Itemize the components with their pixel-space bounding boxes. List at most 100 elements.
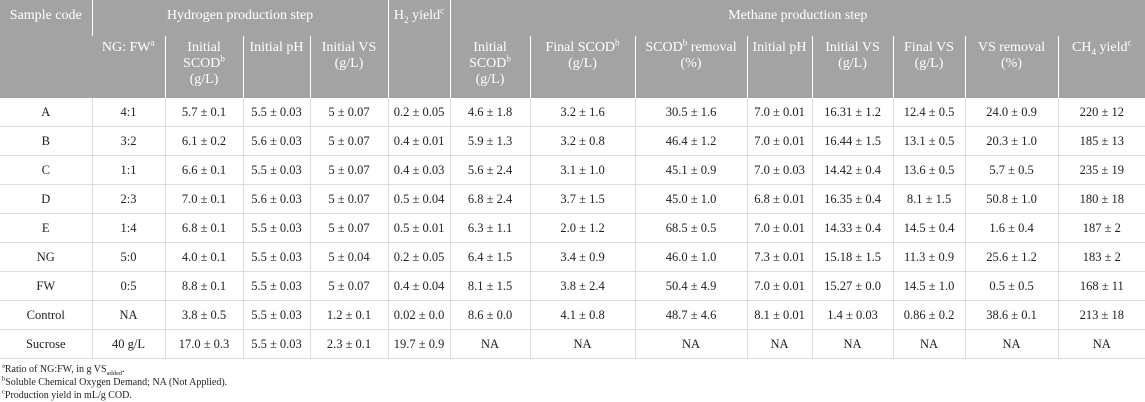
table-cell: 16.44 ± 1.5 [811, 126, 894, 156]
table-cell: 185 ± 13 [1057, 126, 1145, 156]
table-cell: B [0, 126, 92, 156]
text: b [615, 37, 620, 48]
footnotes: aRatio of NG:FW, in g VSadded. bSoluble C… [0, 359, 1145, 402]
text: Sample code [9, 8, 82, 23]
table-cell: 183 ± 2 [1057, 242, 1145, 272]
table-cell: E [0, 213, 92, 243]
table-cell: 0.5 ± 0.5 [964, 271, 1059, 301]
table-cell: 5 ± 0.07 [309, 271, 389, 301]
table-cell: 2.0 ± 1.2 [529, 213, 636, 243]
table-cell: 5 ± 0.07 [309, 98, 389, 127]
table-cell: NG [0, 242, 92, 272]
text: H [393, 8, 405, 23]
text: b [506, 53, 511, 64]
table-row: NG 5:0 4.0 ± 0.1 5.5 ± 0.03 5 ± 0.04 0.2 ± 0.… [0, 242, 1145, 272]
table-cell: 1.6 ± 0.4 [964, 213, 1059, 243]
table-cell: 8.8 ± 0.1 [164, 271, 243, 301]
table-cell: 0.4 ± 0.04 [387, 271, 451, 301]
text: Initial pH [249, 40, 304, 55]
table-cell: 7.0 ± 0.01 [746, 271, 813, 301]
table-cell: 6.6 ± 0.1 [164, 155, 243, 185]
table-cell: 7.0 ± 0.03 [746, 155, 813, 185]
table-cell: Control [0, 300, 92, 330]
table-cell: 3.4 ± 0.9 [529, 242, 636, 272]
text: Initial SCOD [183, 40, 221, 71]
table-cell: 3:2 [91, 126, 165, 156]
table-cell: 16.31 ± 1.2 [811, 98, 894, 127]
header-cell: Initial SCODb (g/L) [449, 36, 531, 98]
table-row: FW 0:5 8.8 ± 0.1 5.5 ± 0.03 5 ± 0.07 0.4 ± 0.… [0, 271, 1145, 301]
text: Initial SCOD [469, 40, 507, 71]
header-cell: Final SCODb (g/L) [529, 36, 636, 98]
table-cell: 15.18 ± 1.5 [811, 242, 894, 272]
table-cell: 2:3 [91, 184, 165, 214]
table-cell: 213 ± 18 [1057, 300, 1145, 330]
table-cell: NA [746, 329, 813, 359]
text: Initial VS (g/L) [825, 40, 880, 71]
table-cell: 235 ± 19 [1057, 155, 1145, 185]
footnote: aRatio of NG:FW, in g VSadded. [2, 362, 1145, 377]
table-cell: 5.5 ± 0.03 [242, 271, 310, 301]
text: removal (%) [680, 40, 737, 71]
table-row: E 1:4 6.8 ± 0.1 5.5 ± 0.03 5 ± 0.07 0.5 ± 0.0… [0, 213, 1145, 243]
table-cell: Sucrose [0, 329, 92, 359]
table-cell: 8.1 ± 1.5 [892, 184, 966, 214]
table-cell: 48.7 ± 4.6 [634, 300, 748, 330]
table-cell: 7.0 ± 0.01 [746, 98, 813, 127]
table-cell: 7.0 ± 0.01 [746, 126, 813, 156]
footnote: bSoluble Chemical Oxygen Demand; NA (Not… [2, 376, 1145, 389]
table-cell: 17.0 ± 0.3 [164, 329, 243, 359]
table-cell: 4:1 [91, 98, 165, 127]
text: (g/L) [189, 72, 219, 87]
table-cell: 14.5 ± 0.4 [892, 213, 966, 243]
text: a [2, 362, 5, 370]
table-cell: 7.3 ± 0.01 [746, 242, 813, 272]
table-cell: 40 g/L [91, 329, 165, 359]
table-cell: 5.5 ± 0.03 [242, 98, 310, 127]
text: b [682, 37, 688, 48]
header-cell: VS removal (%) [964, 36, 1059, 98]
table-row: B 3:2 6.1 ± 0.2 5.6 ± 0.03 5 ± 0.07 0.4 ± 0.0… [0, 126, 1145, 156]
table-cell: NA [634, 329, 748, 359]
table-cell: 6.8 ± 0.1 [164, 213, 243, 243]
text: Production yield in mL/g COD. [4, 390, 132, 401]
table-cell: 5.6 ± 2.4 [449, 155, 531, 185]
table-cell: 2.3 ± 0.1 [309, 329, 389, 359]
header-row: NG: FWa Initial SCODb (g/L) Initial pH Init… [0, 36, 1145, 98]
table-cell: 7.0 ± 0.1 [164, 184, 243, 214]
data-table: Sample code Hydrogen production step H2 yi… [0, 0, 1145, 359]
table-cell: 3.7 ± 1.5 [529, 184, 636, 214]
table-cell: 30.5 ± 1.6 [634, 98, 748, 127]
table-cell: 46.0 ± 1.0 [634, 242, 748, 272]
table-cell: 3.2 ± 1.6 [529, 98, 636, 127]
header-cell: Initial pH [242, 36, 310, 98]
table-cell: 45.0 ± 1.0 [634, 184, 748, 214]
table-cell: 14.5 ± 1.0 [892, 271, 966, 301]
text: SCOD [645, 40, 683, 55]
table-cell: 1:1 [91, 155, 165, 185]
text: Final VS (g/L) [904, 40, 954, 71]
text: c [1127, 37, 1132, 48]
text: . [122, 364, 125, 375]
table-cell: NA [1057, 329, 1145, 359]
text: CH [1072, 40, 1092, 55]
table-cell: 46.4 ± 1.2 [634, 126, 748, 156]
table-cell: 5.6 ± 0.03 [242, 184, 310, 214]
header-row: Sample code Hydrogen production step H2 yi… [0, 0, 1145, 98]
header-cell: Initial VS (g/L) [811, 36, 894, 98]
table-cell: 6.3 ± 1.1 [449, 213, 531, 243]
table-cell: 24.0 ± 0.9 [964, 98, 1059, 127]
table-cell: 5.9 ± 1.3 [449, 126, 531, 156]
table-row: A 4:1 5.7 ± 0.1 5.5 ± 0.03 5 ± 0.07 0.2 ± 0.0… [0, 98, 1145, 127]
table-cell: 0.86 ± 0.2 [892, 300, 966, 330]
table-cell: 50.4 ± 4.9 [634, 271, 748, 301]
table-cell: 0.02 ± 0.0 [387, 300, 451, 330]
text: NG: FW [101, 40, 151, 55]
table-cell: 5.5 ± 0.03 [242, 213, 310, 243]
text: Ratio of NG:FW, in g VS [4, 364, 107, 375]
text: Initial pH [752, 40, 807, 55]
table-row: D 2:3 7.0 ± 0.1 5.6 ± 0.03 5 ± 0.07 0.5 ± 0.0… [0, 184, 1145, 214]
table-cell: NA [811, 329, 894, 359]
table-cell: 1.2 ± 0.1 [309, 300, 389, 330]
header-cell: Initial pH [746, 36, 813, 98]
